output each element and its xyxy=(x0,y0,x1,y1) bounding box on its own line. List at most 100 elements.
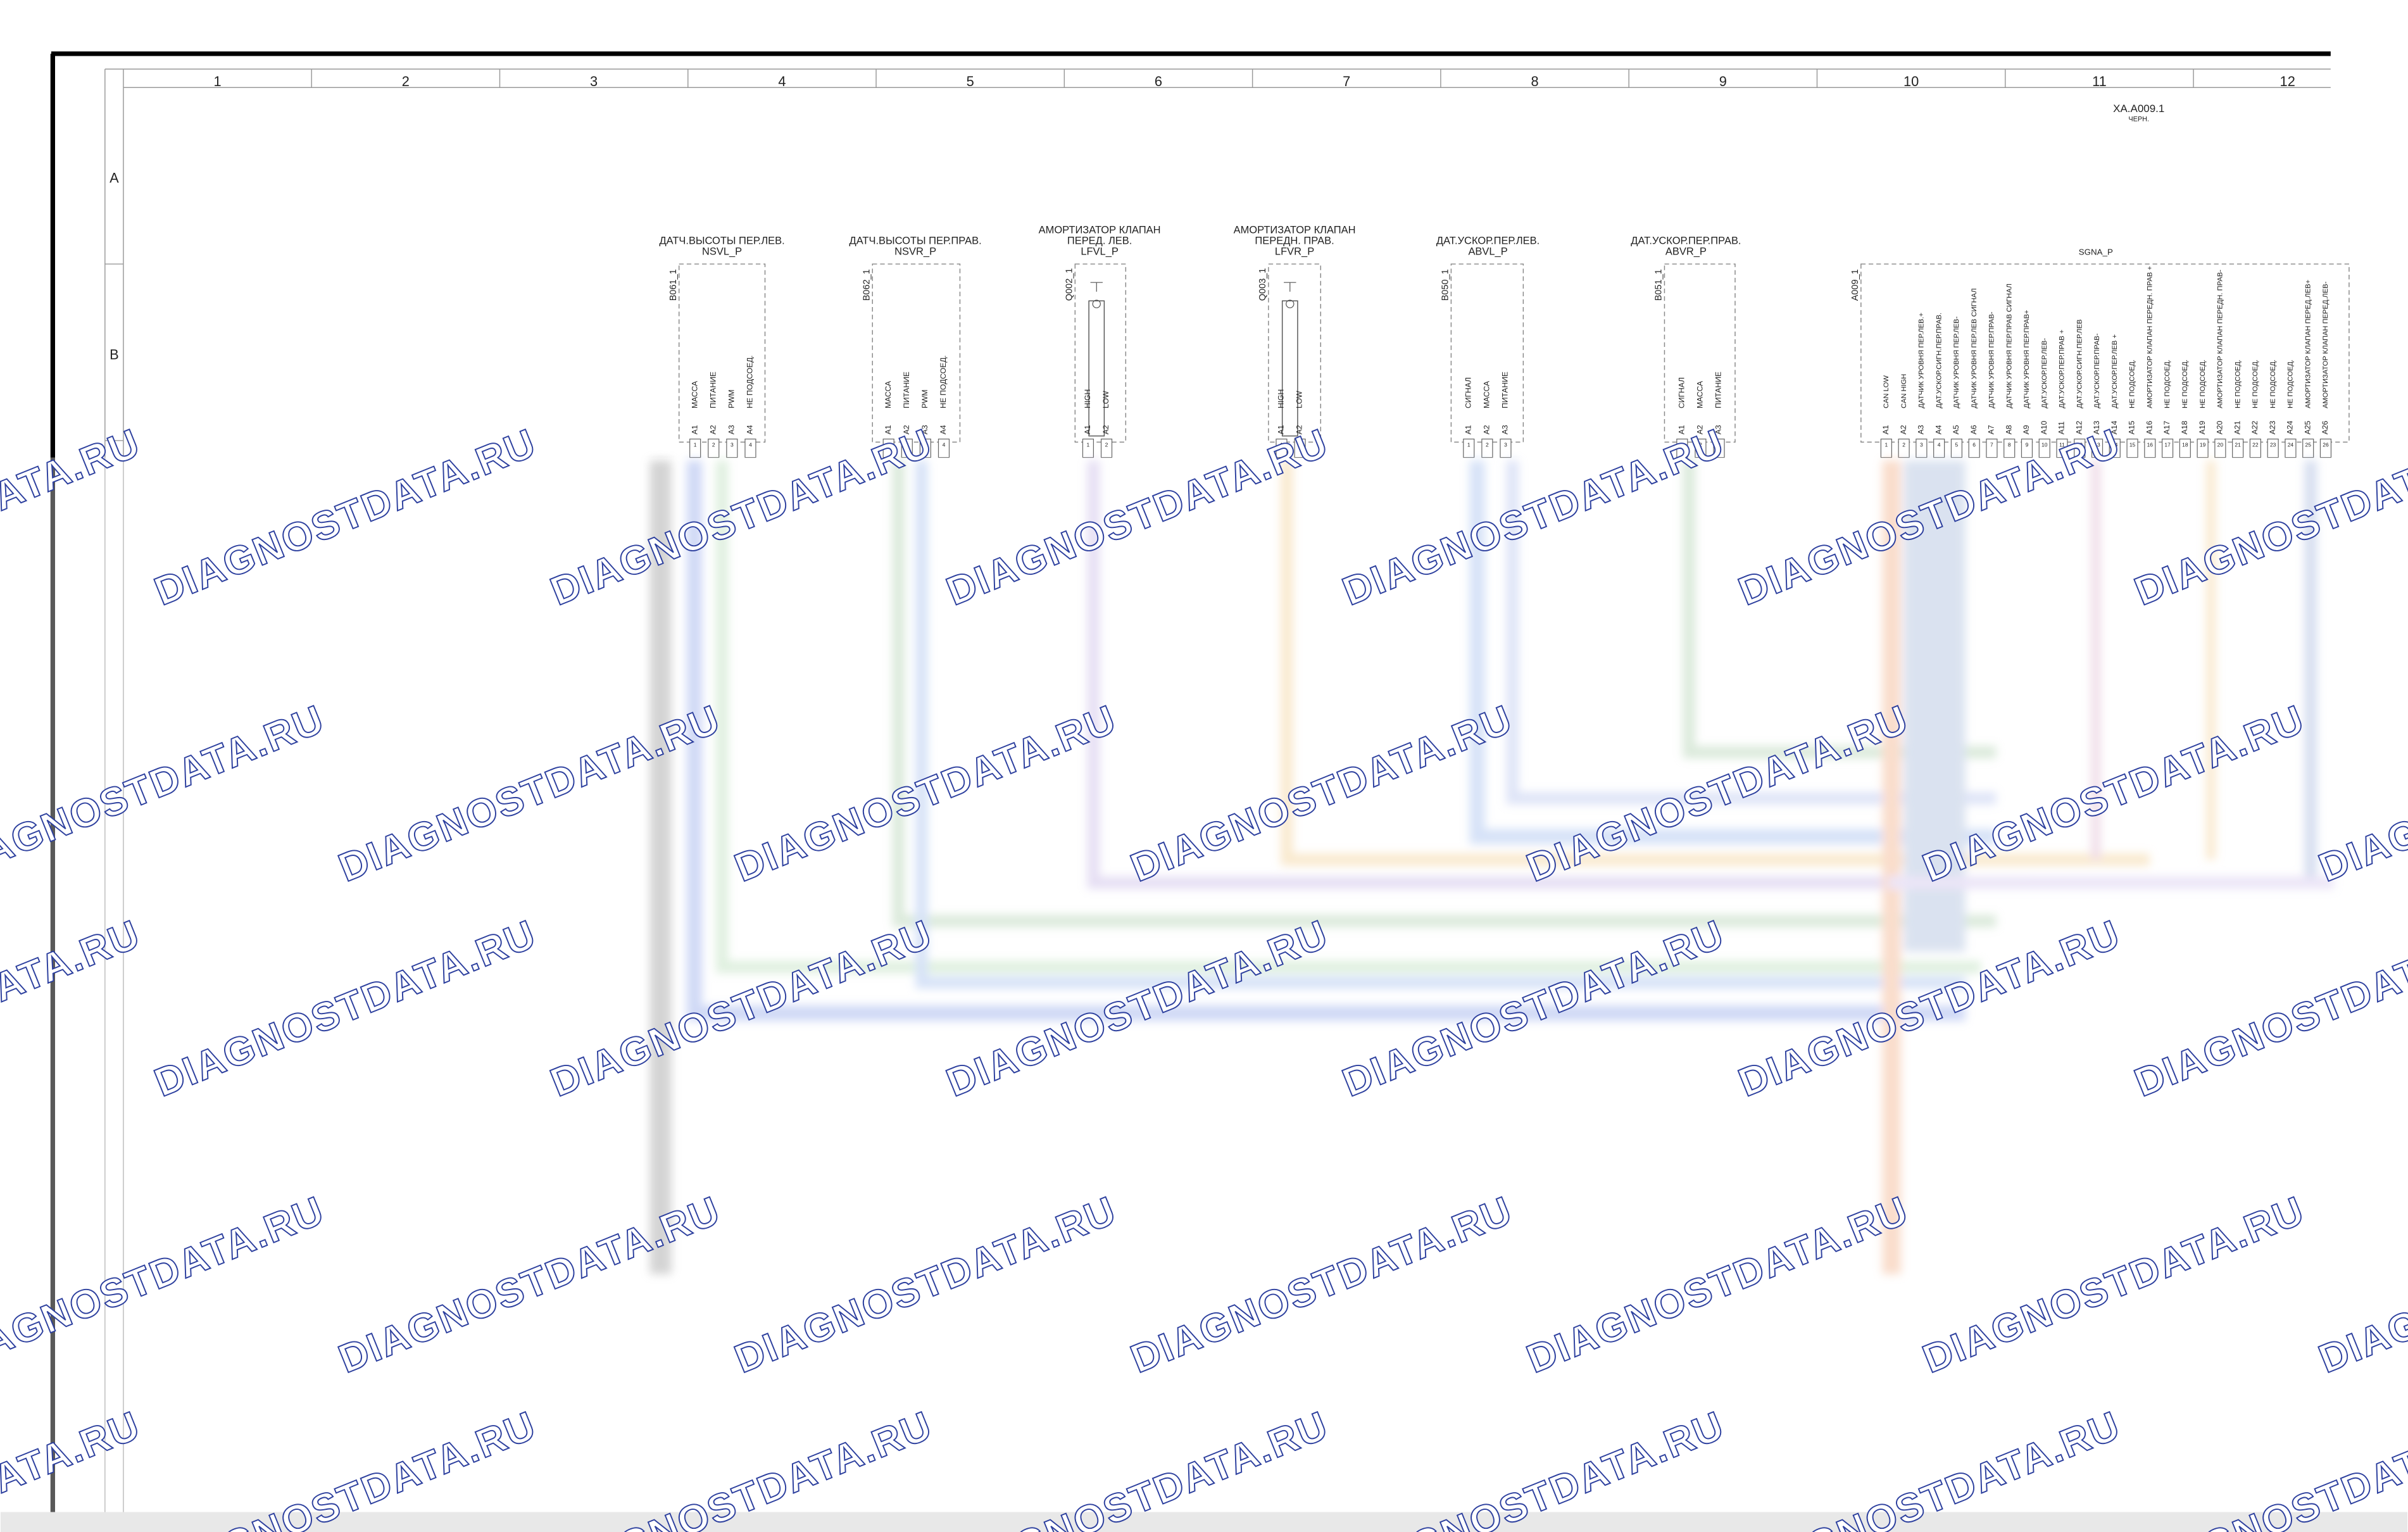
pin-id: A3 xyxy=(1501,425,1510,434)
pin-number: 17 xyxy=(2164,442,2171,448)
pin-box xyxy=(1481,438,1493,458)
pin-number: 2 xyxy=(905,442,908,448)
pin-number: 3 xyxy=(731,442,734,448)
pin-label: ДАТЧИК УРОВНЯ ПЕР.ПРАВ+ xyxy=(2023,310,2031,408)
pin-number: 3 xyxy=(1504,442,1507,448)
connector-color: ЧЕРН. xyxy=(2128,116,2149,123)
pin-box xyxy=(1950,438,1962,458)
pin-number: 1 xyxy=(1884,442,1888,448)
component-title: АМОРТИЗАТОР КЛАПАН xyxy=(1234,225,1356,236)
column-label: 7 xyxy=(1343,73,1350,89)
pin-number: 12 xyxy=(2077,442,2083,448)
component-title: ДАТЧ.ВЫСОТЫ ПЕР.ПРАВ. xyxy=(850,235,982,247)
pin-box xyxy=(1676,438,1688,458)
pin-box xyxy=(2109,438,2121,458)
pin-id: A23 xyxy=(2268,420,2277,434)
pin-box xyxy=(2056,438,2068,458)
pin-id: A1 xyxy=(884,425,893,434)
pin-number: 9 xyxy=(2026,442,2029,448)
pin-number: 3 xyxy=(1717,442,1721,448)
pin-label: АМОРТИЗАТОР КЛАПАН ПЕРЕДН. ПРАВ- xyxy=(2217,270,2224,408)
wire xyxy=(1506,460,1997,805)
pin-label: ПИТАНИЕ xyxy=(708,372,717,408)
pin-number: 6 xyxy=(1972,442,1976,448)
pin-number: 18 xyxy=(2182,442,2188,448)
pin-number: 1 xyxy=(887,442,890,448)
row-label: B xyxy=(110,346,119,362)
wire xyxy=(686,460,1966,1021)
pin-label: ДАТ.УСКОР.СИГН.ПЕР.ЛЕВ xyxy=(2076,319,2083,408)
pin-number: 15 xyxy=(2129,442,2136,448)
column-label: 6 xyxy=(1155,73,1162,89)
pin-label: ДАТ.УСКОР.ПЕР.ПРАВ- xyxy=(2093,333,2101,408)
pin-label: ДАТ.УСКОР.ПЕР.ПРАВ + xyxy=(2059,330,2066,408)
pin-label: PWM xyxy=(920,389,929,408)
pin-number: 11 xyxy=(2059,442,2065,448)
row-dividers xyxy=(104,263,123,441)
pin-number: 21 xyxy=(2235,442,2241,448)
component-ref: B051_1 xyxy=(1654,269,1664,301)
pin-label: ПИТАНИЕ xyxy=(1714,372,1723,408)
pin-number: 1 xyxy=(1087,442,1090,448)
pin-label: HIGH xyxy=(1083,389,1092,408)
components: ДАТЧ.ВЫСОТЫ ПЕР.ЛЕВ.NSVL_PB061_1МАССАA11… xyxy=(659,225,2350,458)
pin-id: A13 xyxy=(2092,420,2101,434)
component-ref: A009_1 xyxy=(1850,269,1860,301)
component-title: ABVL_P xyxy=(1468,246,1507,258)
connector-name: XA.A009.1 xyxy=(2113,103,2164,115)
pin-label: CAN LOW xyxy=(1883,375,1890,408)
pin-id: A15 xyxy=(2128,420,2136,434)
pin-box xyxy=(708,438,720,458)
pin-number: 13 xyxy=(2094,442,2100,448)
pin-number: 19 xyxy=(2200,442,2206,448)
pin-box xyxy=(1100,438,1113,458)
pin-number: 24 xyxy=(2288,442,2294,448)
component-title: NSVL_P xyxy=(702,246,742,258)
pin-number: 4 xyxy=(943,442,946,448)
component-title: LFVR_P xyxy=(1275,246,1314,258)
pin-number: 23 xyxy=(2270,442,2276,448)
valve-symbol xyxy=(1286,299,1295,308)
pin-box xyxy=(2319,438,2332,458)
wire xyxy=(715,460,1981,974)
component: ДАТ.УСКОР.ПЕР.ЛЕВ.ABVL_P B050_1 СИГНАЛ A1 1 М… xyxy=(1436,235,1539,458)
pin-id: A4 xyxy=(746,425,755,434)
pin-box xyxy=(2091,438,2104,458)
pin-box xyxy=(2144,438,2156,458)
pin-label: LOW xyxy=(1101,391,1110,408)
pin-box xyxy=(1933,438,1945,458)
column-label: 3 xyxy=(590,73,598,89)
pin-box xyxy=(2021,438,2033,458)
pin-id: A20 xyxy=(2216,420,2224,434)
component-ref: B062_1 xyxy=(862,269,872,301)
pin-box xyxy=(1294,438,1306,458)
wire xyxy=(915,460,1966,989)
pin-box xyxy=(1276,438,1288,458)
component-title: NSVR_P xyxy=(894,246,936,258)
pin-label: ПИТАНИЕ xyxy=(902,372,911,408)
pin-id: A12 xyxy=(2074,420,2083,434)
pin-number: 2 xyxy=(1902,442,1905,448)
wire xyxy=(1281,460,2150,866)
pin-box xyxy=(1880,438,1892,458)
pin-box xyxy=(1713,438,1725,458)
inner-frame xyxy=(104,68,2331,1532)
pin-label: ДАТЧИК УРОВНЯ ПЕР.ПРАВ СИГНАЛ xyxy=(2005,284,2013,408)
pin-id: A14 xyxy=(2110,420,2119,434)
valve-symbol xyxy=(1090,282,1103,292)
pin-label: СИГНАЛ xyxy=(1677,377,1686,408)
pin-box xyxy=(1968,438,1980,458)
pin-id: A17 xyxy=(2162,420,2171,434)
pin-number: 5 xyxy=(1955,442,1959,448)
pin-id: A16 xyxy=(2145,420,2154,434)
wire xyxy=(892,460,1997,927)
pin-box xyxy=(2285,438,2297,458)
pin-label: НЕ ПОДСОЕД. xyxy=(939,355,948,408)
pin-label: ДАТЧИК УРОВНЯ ПЕР.ЛЕВ- xyxy=(1953,317,1960,409)
pin-box xyxy=(1916,438,1928,458)
pin-id: A3 xyxy=(1917,425,1926,434)
pin-id: A3 xyxy=(1714,425,1723,434)
pin-box xyxy=(2074,438,2086,458)
pin-number: 10 xyxy=(2041,442,2048,448)
pin-label: НЕ ПОДСОЕД. xyxy=(2234,360,2242,408)
